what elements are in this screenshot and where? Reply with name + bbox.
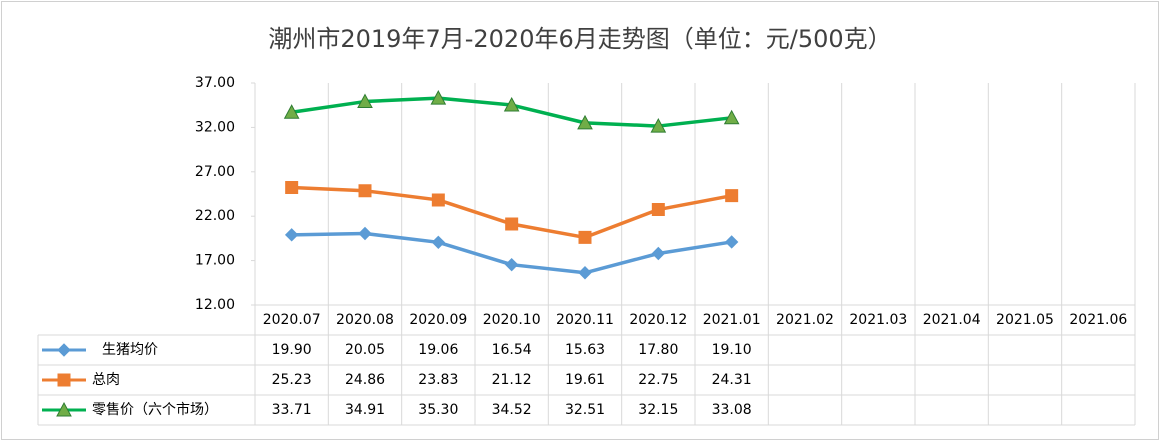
x-tick-label: 2020.08 — [336, 312, 394, 328]
table-value: 35.30 — [418, 402, 458, 418]
table-value: 19.10 — [712, 342, 752, 358]
table-value: 17.80 — [638, 342, 678, 358]
x-tick-label: 2020.12 — [629, 312, 687, 328]
series-marker — [650, 118, 667, 133]
series-marker — [505, 217, 519, 231]
series-marker — [578, 266, 592, 280]
legend-label: 生猪均价 — [102, 342, 158, 358]
legend-key-marker — [56, 401, 72, 417]
table-value: 32.51 — [565, 402, 605, 418]
series-marker — [577, 114, 593, 130]
table-value: 20.05 — [345, 342, 385, 358]
y-tick-label: 12.00 — [195, 297, 235, 313]
table-value: 24.86 — [345, 372, 385, 388]
series-marker — [651, 246, 666, 261]
table-value: 15.63 — [565, 342, 605, 358]
table-value: 19.06 — [418, 342, 458, 358]
table-value: 24.31 — [712, 372, 752, 388]
legend-label: 零售价（六个市场） — [92, 401, 218, 418]
chart-title: 潮州市2019年7月-2020年6月走势图（单位：元/500克） — [268, 25, 891, 53]
series-marker — [723, 109, 740, 125]
series-marker — [358, 184, 372, 198]
y-tick-label: 27.00 — [195, 164, 235, 180]
table-value: 33.71 — [272, 402, 312, 418]
legend-label: 总肉 — [92, 372, 120, 388]
series-marker — [504, 257, 519, 272]
x-tick-label: 2021.02 — [776, 312, 834, 328]
x-tick-label: 2020.09 — [409, 312, 467, 328]
series-marker — [578, 230, 592, 244]
table-value: 16.54 — [492, 342, 532, 358]
table-value: 19.61 — [565, 372, 605, 388]
series-marker — [431, 235, 446, 250]
table-value: 25.23 — [272, 372, 312, 388]
x-tick-label: 2021.05 — [996, 312, 1054, 328]
table-value: 19.90 — [272, 342, 312, 358]
series-marker — [503, 96, 520, 112]
x-tick-label: 2021.06 — [1069, 312, 1127, 328]
series-marker — [725, 189, 739, 203]
x-tick-label: 2020.07 — [263, 312, 321, 328]
table-value: 34.91 — [345, 402, 385, 418]
y-tick-label: 22.00 — [195, 208, 235, 224]
y-tick-label: 17.00 — [195, 253, 235, 269]
table-value: 21.12 — [492, 372, 532, 388]
series-marker — [285, 181, 299, 195]
table-value: 23.83 — [418, 372, 458, 388]
series-marker — [651, 203, 665, 217]
table-value: 22.75 — [638, 372, 678, 388]
series-marker — [430, 90, 447, 105]
series-marker — [724, 235, 739, 249]
y-tick-label: 37.00 — [195, 75, 235, 91]
table-value: 34.52 — [492, 402, 532, 418]
series-marker — [357, 93, 373, 109]
table-value: 33.08 — [712, 402, 752, 418]
x-tick-label: 2021.01 — [703, 312, 761, 328]
series-marker — [358, 226, 372, 241]
legend-key-marker — [57, 343, 71, 357]
series-marker — [284, 228, 299, 242]
legend-key-marker — [57, 373, 71, 387]
table-value: 32.15 — [638, 402, 678, 418]
series-marker — [431, 193, 445, 207]
x-tick-label: 2021.04 — [923, 312, 981, 328]
x-tick-label: 2020.10 — [483, 312, 541, 328]
x-tick-label: 2021.03 — [849, 312, 907, 328]
x-tick-label: 2020.11 — [556, 312, 614, 328]
series-marker — [283, 104, 300, 119]
y-tick-label: 32.00 — [195, 119, 235, 135]
